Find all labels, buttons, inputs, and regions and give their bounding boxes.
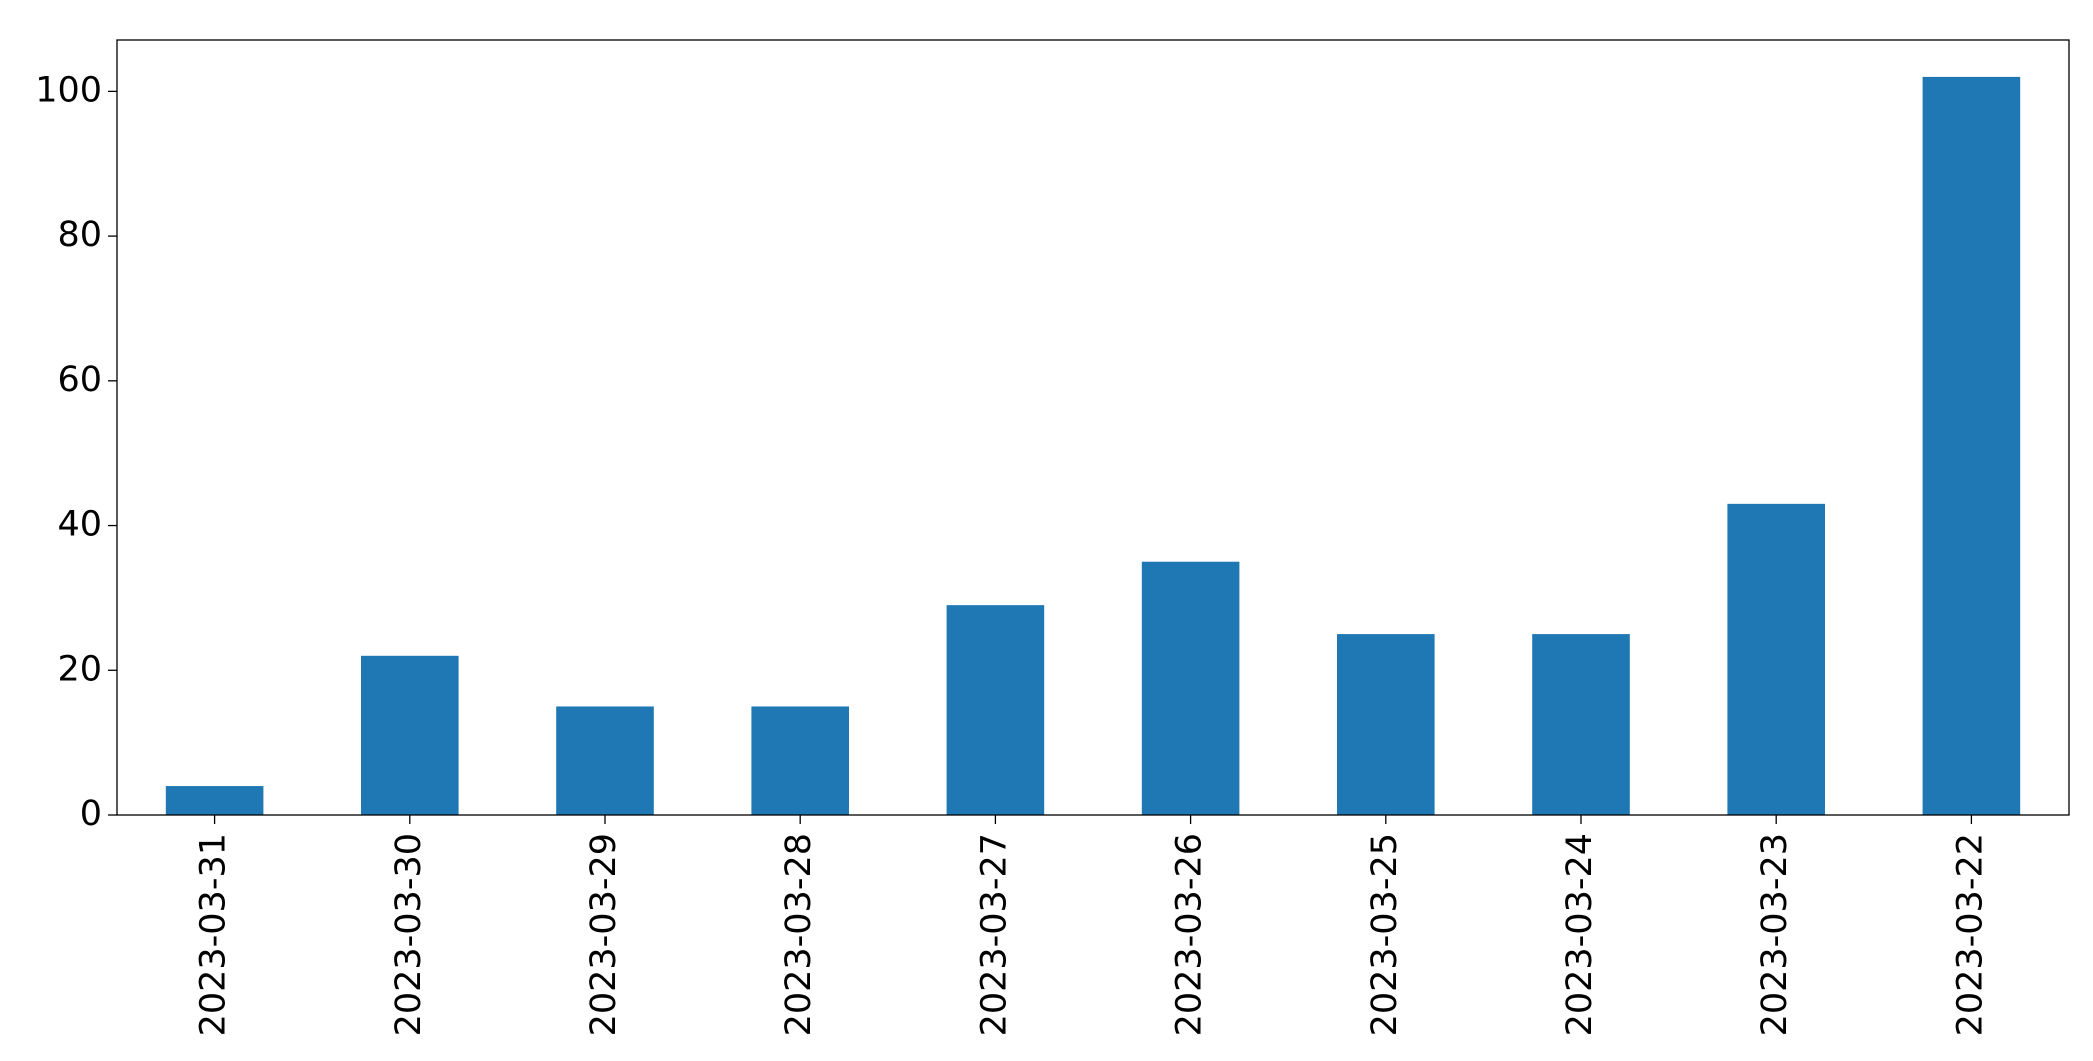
y-tick-label: 40: [57, 505, 102, 545]
y-tick-label: 60: [57, 360, 102, 400]
bar: [1532, 634, 1630, 815]
bar: [1922, 76, 2021, 815]
x-tick-label: 2023-03-28: [779, 833, 819, 1036]
y-tick-label: 20: [57, 649, 102, 689]
x-tick-label: 2023-03-24: [1560, 833, 1600, 1036]
bar: [1727, 503, 1825, 815]
x-tick-label: 2023-03-26: [1170, 833, 1210, 1036]
bar: [556, 706, 654, 815]
x-tick-label: 2023-03-29: [584, 833, 624, 1036]
x-tick-label: 2023-03-23: [1755, 833, 1795, 1036]
y-tick-label: 100: [35, 70, 102, 110]
bar: [165, 786, 264, 815]
bar: [1141, 561, 1240, 815]
y-tick-label: 0: [80, 794, 102, 834]
x-tick-label: 2023-03-25: [1365, 833, 1405, 1036]
bar: [751, 706, 849, 815]
x-tick-label: 2023-03-22: [1950, 833, 1990, 1036]
bar: [1337, 634, 1435, 815]
x-tick-label: 2023-03-27: [974, 833, 1014, 1036]
plot-frame: [116, 39, 2070, 816]
bar: [361, 655, 459, 815]
y-tick-label: 80: [57, 215, 102, 255]
x-tick-label: 2023-03-30: [389, 833, 429, 1036]
bar: [946, 605, 1045, 815]
x-tick-label: 2023-03-31: [194, 833, 234, 1036]
